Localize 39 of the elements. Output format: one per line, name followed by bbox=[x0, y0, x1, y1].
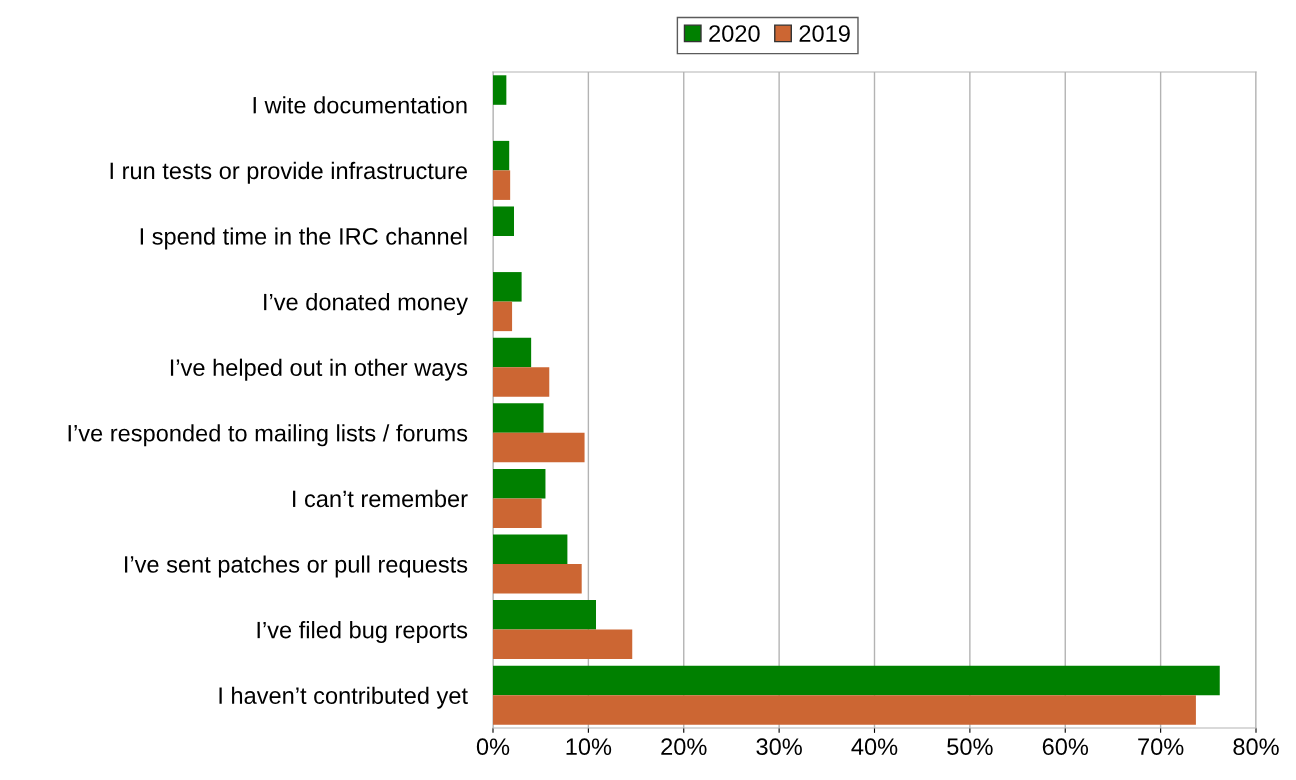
bar bbox=[493, 432, 585, 463]
x-tick-label: 50% bbox=[947, 738, 993, 756]
bar bbox=[493, 337, 532, 368]
bar bbox=[493, 665, 1220, 696]
bar bbox=[493, 564, 582, 594]
y-tick-label: I’ve helped out in other ways bbox=[170, 358, 468, 381]
legend-label: 2019 bbox=[799, 25, 850, 42]
bar bbox=[493, 170, 511, 200]
y-tick-label: I’ve filed bug reports bbox=[257, 621, 468, 644]
bar bbox=[493, 629, 633, 660]
bar bbox=[493, 367, 550, 397]
bar bbox=[493, 403, 544, 433]
x-tick-label: 70% bbox=[1138, 738, 1184, 756]
x-tick-label: 20% bbox=[661, 738, 707, 756]
y-tick-label: I run tests or provide infrastructure bbox=[110, 161, 467, 184]
y-tick-label: I’ve donated money bbox=[264, 293, 468, 316]
y-tick-label: I spend time in the IRC channel bbox=[140, 227, 467, 250]
bar bbox=[493, 534, 568, 564]
y-tick-label: I haven’t contributed yet bbox=[219, 686, 468, 709]
y-tick-label: I wite documentation bbox=[253, 96, 467, 114]
x-tick-label: 30% bbox=[756, 738, 802, 756]
bar bbox=[493, 600, 597, 630]
y-tick-label: I can’t remember bbox=[293, 489, 468, 508]
bar bbox=[493, 140, 510, 171]
bar bbox=[493, 301, 513, 332]
bar bbox=[493, 468, 546, 499]
y-tick-label: I’ve responded to mailing lists / forums bbox=[68, 424, 468, 447]
x-tick-label: 80% bbox=[1233, 738, 1279, 756]
bar bbox=[493, 498, 542, 528]
bar bbox=[493, 272, 522, 302]
x-tick-label: 60% bbox=[1042, 738, 1089, 756]
x-tick-label: 10% bbox=[566, 738, 612, 756]
legend-label: 2020 bbox=[709, 25, 760, 42]
bar bbox=[493, 695, 1196, 725]
bar bbox=[493, 206, 514, 236]
y-tick-label: I’ve sent patches or pull requests bbox=[125, 555, 468, 578]
x-tick-label: 0% bbox=[476, 738, 510, 756]
x-tick-label: 40% bbox=[851, 738, 898, 756]
bar bbox=[493, 75, 507, 105]
